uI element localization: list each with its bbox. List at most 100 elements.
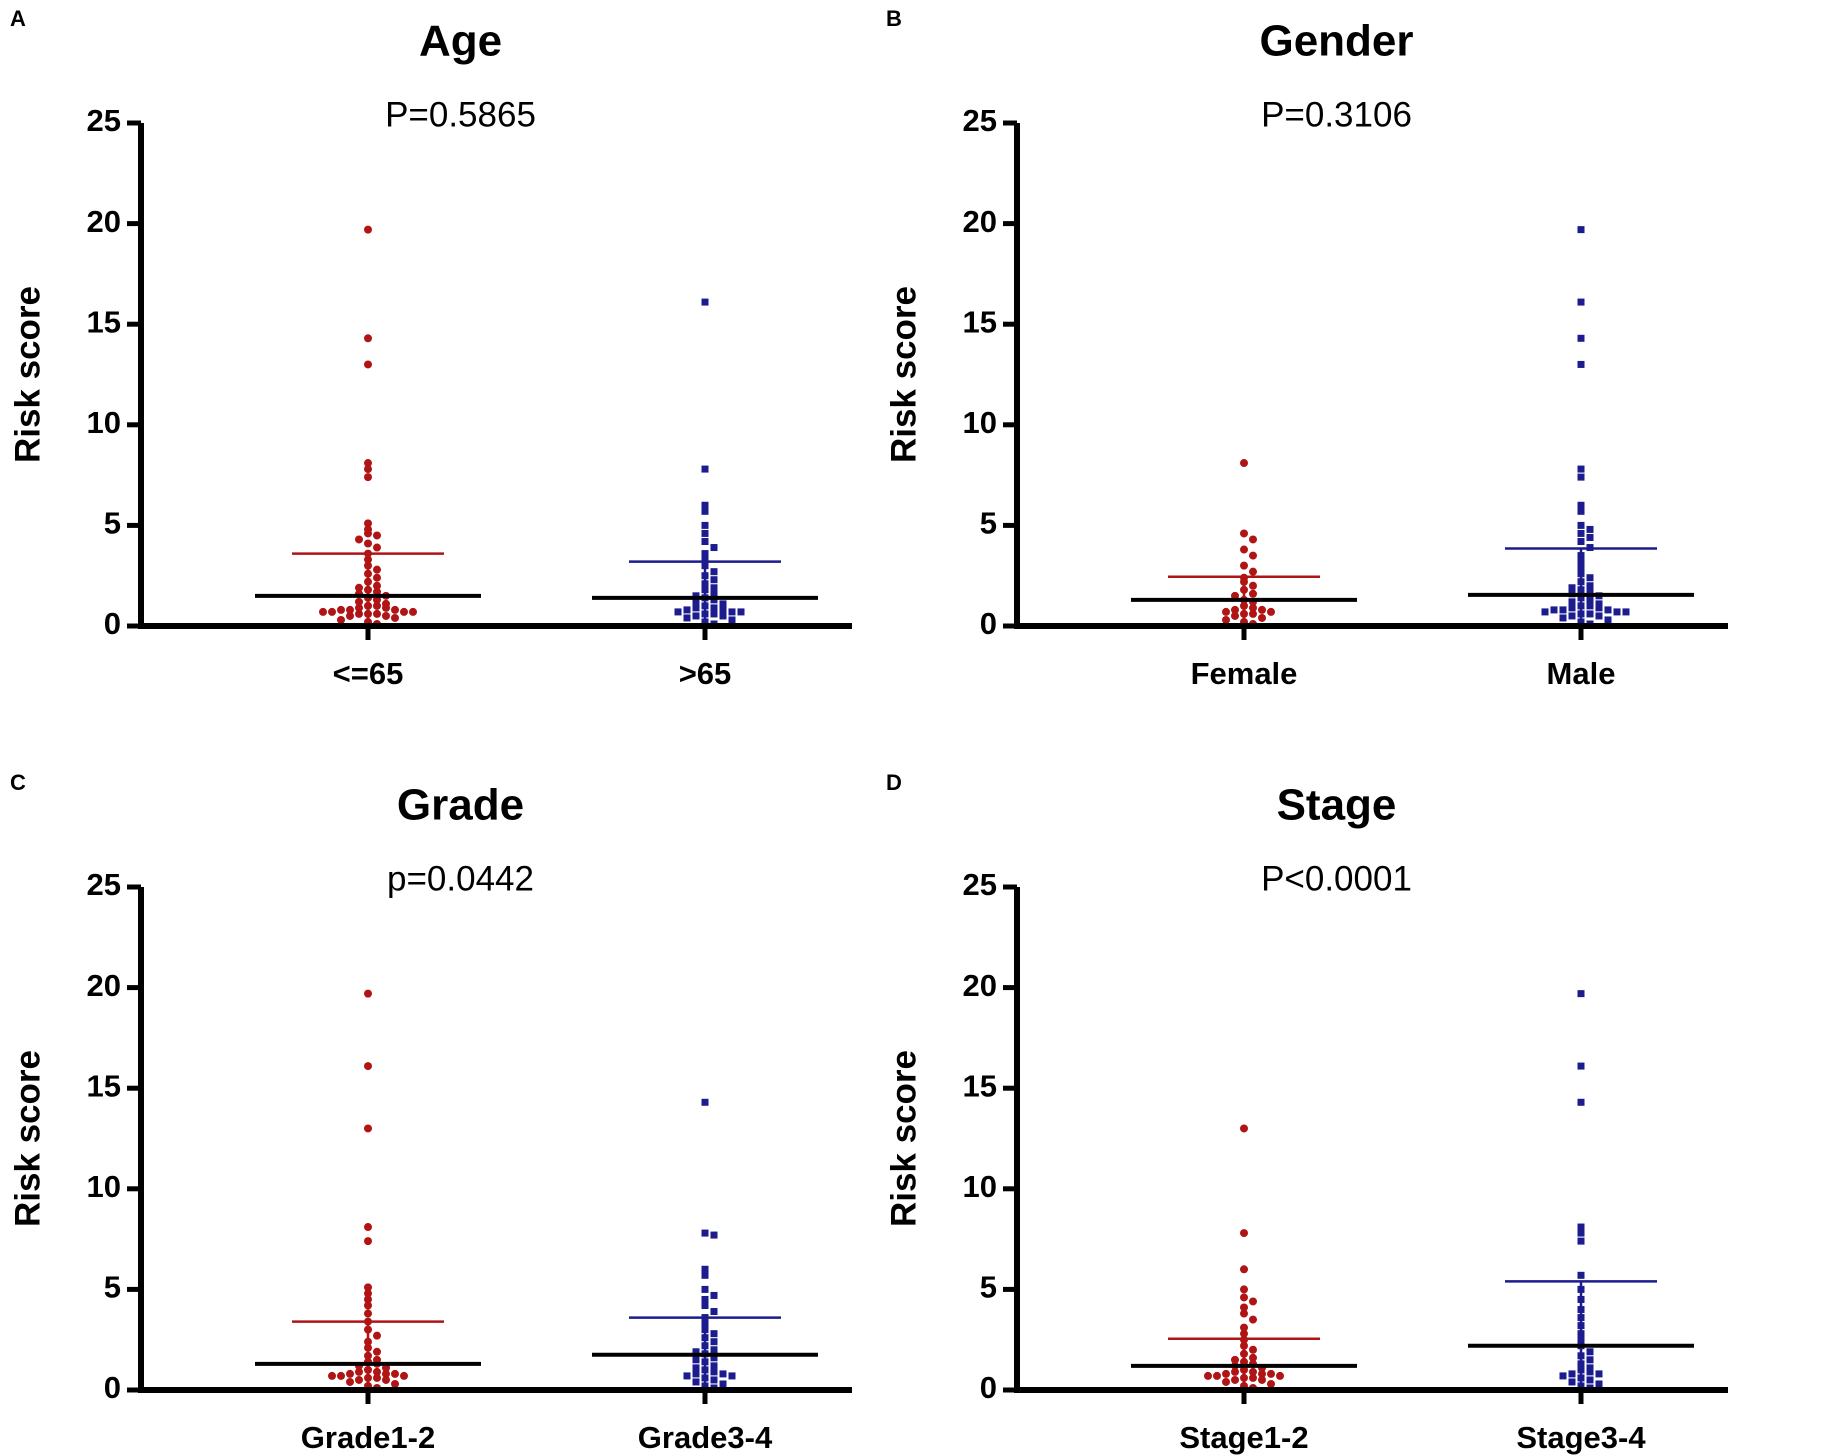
data-point [728,1372,736,1380]
data-point [1613,608,1621,616]
data-point [355,583,363,592]
data-point [692,598,700,606]
data-point [364,1237,372,1246]
data-point [1577,1237,1585,1245]
data-point [1249,1315,1257,1324]
data-point [1577,990,1585,998]
y-tick-label: 25 [87,867,121,902]
data-point [382,1363,390,1372]
data-point [701,1301,709,1309]
y-tick-label: 10 [963,1169,997,1204]
y-tick-label: 25 [963,867,997,902]
data-point [692,1356,700,1364]
data-point [701,1098,709,1106]
y-tick-label: 25 [87,103,121,138]
data-point [1240,1285,1248,1294]
data-point [319,607,327,616]
data-point [701,507,709,515]
chart-title: Stage [1277,781,1397,830]
data-point [1559,606,1567,614]
y-tick-label: 0 [104,1370,121,1405]
data-point [1249,1353,1257,1362]
sd-bar [1505,547,1657,626]
data-point [1258,613,1266,622]
data-point [1231,591,1239,600]
data-point [719,600,727,608]
p-value: P<0.0001 [1261,859,1412,898]
data-point [409,607,417,616]
data-point [1267,1369,1275,1378]
data-point [1568,1378,1576,1386]
data-point [1595,1380,1603,1388]
panel: B Gender P=0.3106 Risk score 0 5 10 15 20 25 Femal… [884,6,1728,691]
data-point [1240,1309,1248,1318]
data-point [683,614,691,622]
data-point [1249,589,1257,598]
data-point [1577,360,1585,368]
data-point [692,604,700,612]
data-point [710,584,718,592]
y-tick-label: 20 [87,204,121,239]
data-point [355,1375,363,1384]
data-point [1577,529,1585,537]
data-point [719,606,727,614]
panel: C Grade p=0.0442 Risk score 0 5 10 15 20 25 Grade1… [8,770,852,1455]
data-point [1249,567,1257,576]
data-point [710,596,718,604]
data-point [1240,1323,1248,1332]
data-point [1586,610,1594,618]
x-tick-label: <=65 [333,656,404,691]
data-point [710,1354,718,1362]
y-axis-label: Risk score [884,1050,923,1227]
data-point [346,1377,354,1386]
data-point [364,1283,372,1292]
y-tick-label: 0 [980,606,997,641]
data-point [373,543,381,552]
data-point [1249,1297,1257,1306]
data-point [1577,507,1585,515]
data-point [1249,581,1257,590]
data-point [1568,604,1576,612]
data-point [373,601,381,610]
x-tick-label: Stage1-2 [1179,1420,1308,1455]
data-point [1213,1371,1221,1380]
data-point [1586,582,1594,590]
data-point [346,611,354,620]
data-point [1586,525,1594,533]
data-point [346,1369,354,1378]
data-point [391,1369,399,1378]
x-tick-label: Male [1547,656,1616,691]
x-tick-label: Grade1-2 [301,1420,435,1455]
data-point [355,535,363,544]
data-point [1577,1062,1585,1070]
data-point [1249,603,1257,612]
data-point [1249,609,1257,618]
data-point [382,611,390,620]
data-point [355,603,363,612]
data-point [1550,606,1558,614]
data-point [701,298,709,306]
data-point [382,1369,390,1378]
data-point [692,1364,700,1372]
data-point [364,1124,372,1133]
chart-title: Gender [1259,17,1413,66]
data-point [1231,1367,1239,1376]
y-tick-label: 0 [104,606,121,641]
data-point [692,592,700,600]
data-point [373,1331,381,1340]
data-point [1577,1098,1585,1106]
data-point [1258,605,1266,614]
y-axis-label: Risk score [8,1050,47,1227]
data-point [373,609,381,618]
data-point [1222,607,1230,616]
data-point [701,1229,709,1237]
data-point [1586,1348,1594,1356]
data-point [710,1346,718,1354]
data-point [701,501,709,509]
axes [1014,887,1728,1393]
data-point [364,473,372,482]
panel-label: A [10,6,26,31]
data-point [1240,545,1248,554]
data-point [710,604,718,612]
data-point [1231,1375,1239,1384]
